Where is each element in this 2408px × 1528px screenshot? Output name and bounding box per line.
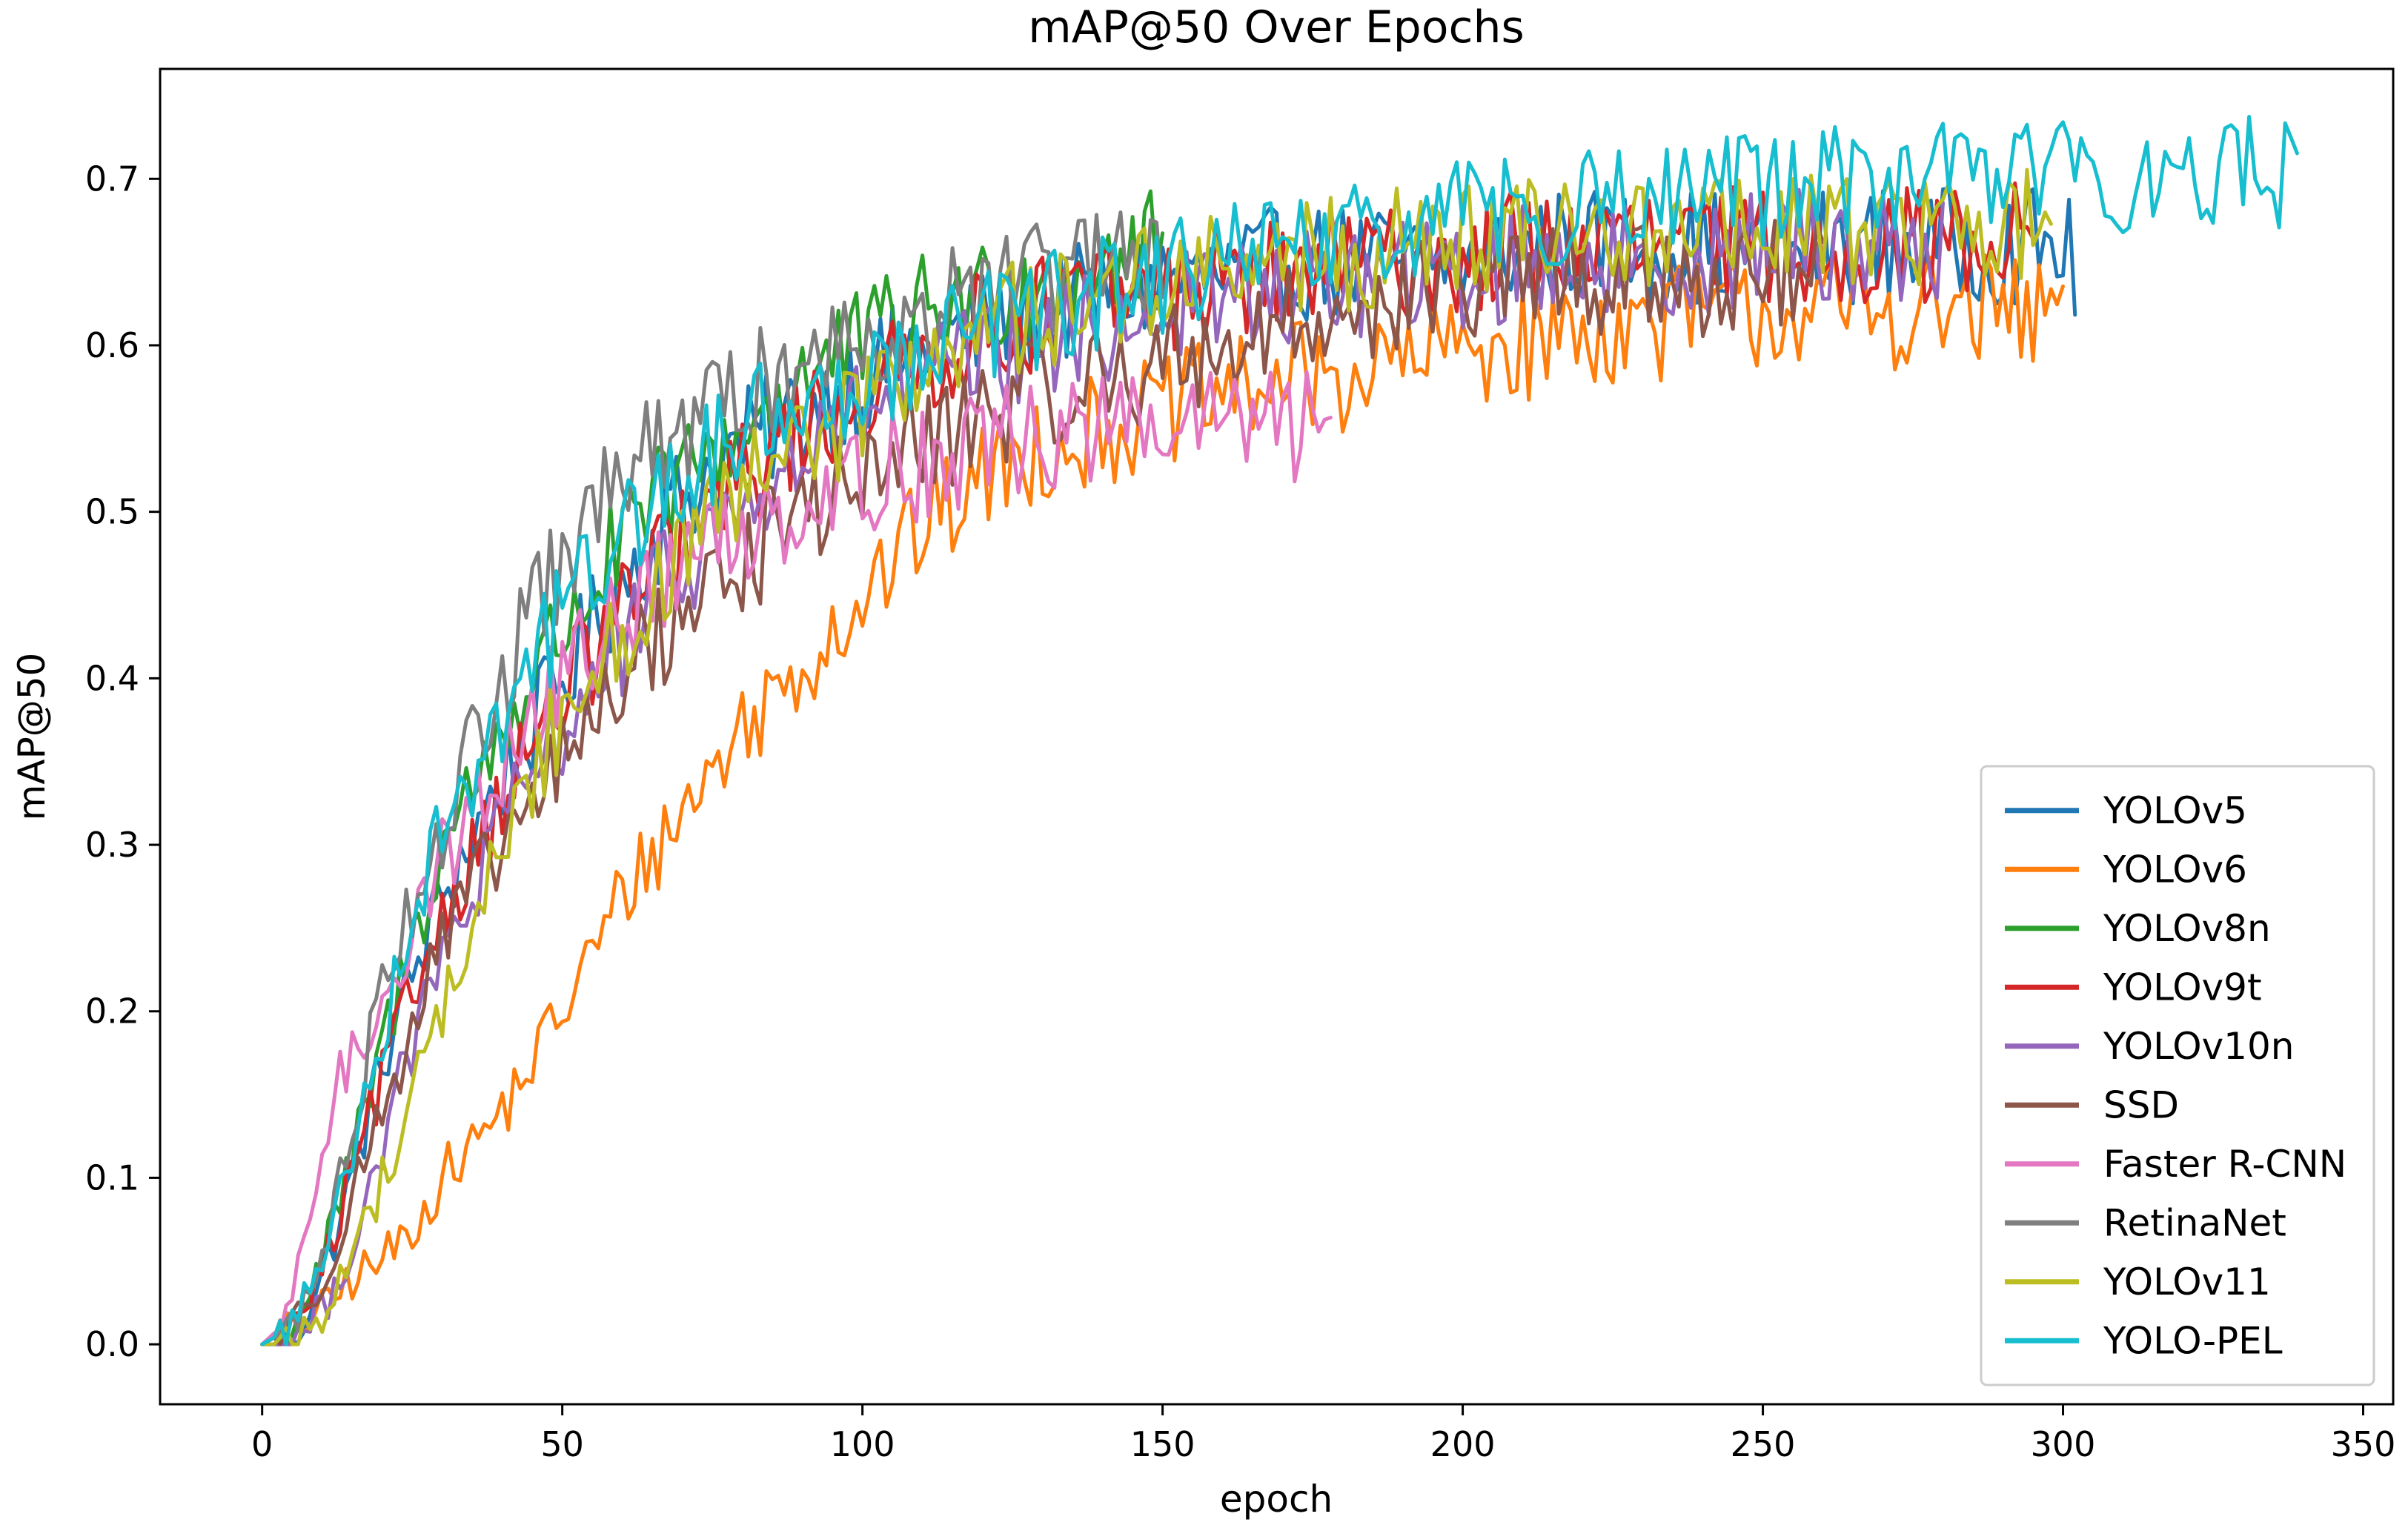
x-tick-label: 150: [1130, 1424, 1195, 1464]
y-tick-label: 0.1: [85, 1157, 139, 1198]
legend-label-yolo-pel: YOLO-PEL: [2103, 1319, 2283, 1362]
legend: YOLOv5 YOLOv6 YOLOv8n YOLOv9t YOLOv10n SSD Fas…: [1980, 765, 2375, 1386]
x-tick-label: 100: [830, 1424, 895, 1464]
plot-area: [260, 115, 2299, 1346]
chart-title: mAP@50 Over Epochs: [1028, 1, 1524, 53]
legend-label-yolov8n: YOLOv8n: [2103, 907, 2271, 950]
legend-label-retinanet: RetinaNet: [2103, 1201, 2286, 1244]
x-tick-label: 50: [540, 1424, 584, 1464]
y-tick-label: 0.5: [85, 492, 139, 532]
x-tick-label: 300: [2031, 1424, 2096, 1464]
legend-label-yolov11: YOLOv11: [2103, 1260, 2271, 1303]
legend-label-yolov5: YOLOv5: [2103, 789, 2247, 832]
series-line-ssd: [260, 219, 1825, 1346]
series-line-yolo-pel: [260, 115, 2299, 1346]
y-axis-label: mAP@50: [10, 653, 53, 821]
legend-label-yolov9t: YOLOv9t: [2103, 966, 2262, 1009]
y-tick-label: 0.2: [85, 991, 139, 1032]
x-tick-label: 350: [2331, 1424, 2396, 1464]
y-tick-label: 0.4: [85, 658, 139, 698]
legend-label-yolov6: YOLOv6: [2103, 848, 2247, 891]
x-axis: 0 50 100 150 200 250 300 350: [251, 1404, 2395, 1464]
x-axis-label: epoch: [1220, 1478, 1333, 1521]
y-tick-label: 0.0: [85, 1324, 139, 1364]
legend-label-faster-r-cnn: Faster R-CNN: [2103, 1143, 2346, 1186]
x-tick-label: 250: [1731, 1424, 1796, 1464]
series-line-yolov11: [260, 167, 2053, 1346]
x-tick-label: 0: [251, 1424, 273, 1464]
legend-label-yolov10n: YOLOv10n: [2103, 1025, 2295, 1068]
legend-label-ssd: SSD: [2103, 1083, 2179, 1126]
y-axis: 0.0 0.1 0.2 0.3 0.4 0.5 0.6 0.7: [85, 159, 160, 1364]
axes-frame: [159, 67, 2395, 1406]
y-tick-label: 0.6: [85, 325, 139, 365]
x-tick-label: 200: [1430, 1424, 1496, 1464]
legend-box: [1980, 765, 2375, 1386]
y-tick-label: 0.7: [85, 159, 139, 199]
y-tick-label: 0.3: [85, 825, 139, 865]
